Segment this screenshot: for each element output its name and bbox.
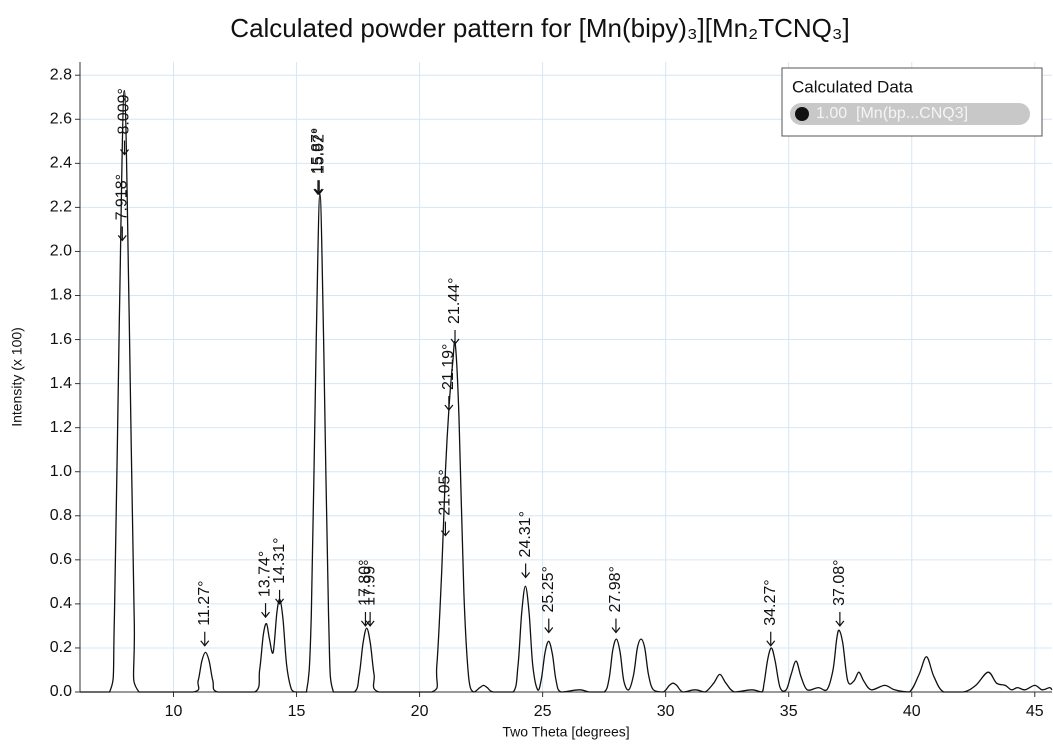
annotation-label: 8.009° [116, 88, 133, 134]
annotation-label: 25.25° [540, 566, 557, 612]
y-tick-label: 0.6 [50, 551, 72, 568]
annotation-label: 14.31° [271, 537, 288, 583]
y-tick-label: 1.6 [50, 331, 72, 348]
peak-annotation: 7.918° [113, 174, 131, 242]
annotation-arrowhead [117, 235, 127, 242]
annotation-arrowhead [261, 611, 271, 619]
annotation-label: 7.918° [113, 174, 130, 220]
x-tick-label: 15 [288, 703, 306, 720]
annotation-label: 21.19° [440, 344, 457, 390]
y-tick-label: 0.4 [50, 595, 72, 612]
annotation-arrowhead [314, 188, 324, 196]
annotation-arrowhead [611, 627, 621, 634]
annotation-arrowhead [440, 530, 450, 537]
legend: Calculated Data 1.00 [Mn(bp...CNQ3] [781, 67, 1043, 137]
peak-annotation: 21.19° [440, 344, 457, 412]
annotation-label: 17.80° [357, 559, 374, 605]
annotation-label: 11.27° [196, 580, 213, 625]
peak-annotation: 14.31° [271, 537, 288, 605]
x-tick-label: 25 [534, 703, 552, 720]
x-axis-label: Two Theta [degrees] [502, 724, 629, 740]
legend-label: 1.00 [Mn(bp...CNQ3] [816, 105, 968, 122]
y-tick-label: 2.0 [50, 243, 72, 260]
annotation-arrowhead [835, 620, 845, 627]
annotation-label: 27.98° [607, 566, 624, 612]
annotation-arrowhead [365, 620, 375, 627]
x-tick-label: 10 [165, 703, 183, 720]
annotation-arrowhead [521, 572, 531, 579]
annotation-label: 34.27° [762, 579, 779, 625]
peak-annotation: 27.98° [607, 566, 624, 634]
legend-entry-bg [790, 103, 1030, 125]
peak-annotation: 21.05° [437, 469, 454, 537]
x-tick-label: 20 [411, 703, 429, 720]
annotation-label: 37.08° [831, 559, 848, 605]
peak-annotation: 15.92° [310, 128, 327, 196]
y-tick-label: 1.2 [50, 419, 72, 436]
annotation-arrowhead [120, 149, 129, 156]
chart-title: Calculated powder pattern for [Mn(bipy)₃… [230, 13, 849, 43]
peak-annotation: 37.08° [831, 559, 848, 627]
y-axis-label: Intensity (x 100) [9, 327, 25, 427]
y-tick-label: 0.0 [50, 683, 72, 700]
annotation-label: 17.99° [361, 559, 378, 605]
annotation-arrowhead [313, 188, 323, 196]
x-tick-label: 45 [1026, 703, 1044, 720]
x-tick-label: 40 [903, 703, 921, 720]
peak-annotation: 21.44° [446, 278, 463, 345]
annotation-arrowhead [766, 640, 776, 647]
y-tick-label: 1.8 [50, 287, 72, 304]
annotation-label: 21.44° [446, 278, 463, 324]
y-tick-label: 1.0 [50, 463, 72, 480]
annotation-arrowhead [275, 598, 285, 605]
annotation-arrowhead [444, 404, 454, 412]
annotation-arrowhead [450, 338, 460, 345]
peak-annotation: 8.009° [116, 88, 133, 156]
pattern-line [80, 89, 1053, 693]
y-tick-label: 2.2 [50, 199, 72, 216]
legend-marker [795, 107, 809, 121]
peak-annotation: 25.25° [540, 566, 557, 634]
y-tick-label: 1.4 [50, 375, 72, 392]
x-tick-label: 35 [780, 703, 798, 720]
annotation-label: 13.74° [257, 551, 274, 597]
peak-annotation: 34.27° [762, 579, 779, 647]
peak-annotation: 13.74° [257, 551, 274, 619]
annotation-arrowhead [544, 627, 554, 634]
annotation-label: 15.92° [310, 128, 327, 174]
y-tick-label: 2.6 [50, 110, 72, 127]
annotation-label: 24.31° [517, 511, 534, 557]
annotation-label: 15.87° [309, 128, 326, 174]
annotation-label: 21.05° [437, 469, 454, 515]
peak-annotation: 24.31° [517, 511, 534, 579]
legend-title: Calculated Data [792, 77, 914, 96]
y-tick-label: 2.4 [50, 155, 72, 172]
y-tick-label: 0.2 [50, 639, 72, 656]
y-tick-label: 2.8 [50, 66, 72, 83]
y-tick-label: 0.8 [50, 507, 72, 524]
peak-annotation: 11.27° [196, 580, 213, 647]
x-tick-label: 30 [657, 703, 675, 720]
peak-annotation: 17.99° [361, 559, 378, 627]
annotation-arrowhead [200, 640, 210, 647]
peak-annotation: 17.80° [357, 559, 374, 627]
